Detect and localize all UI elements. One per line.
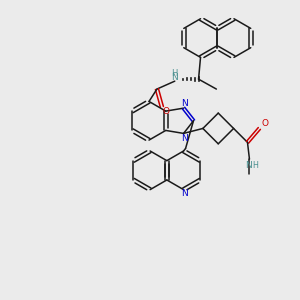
Text: N: N bbox=[181, 99, 188, 108]
Text: O: O bbox=[262, 119, 269, 128]
Text: N: N bbox=[171, 73, 178, 82]
Text: N: N bbox=[245, 160, 252, 169]
Text: N: N bbox=[181, 189, 188, 198]
Text: O: O bbox=[162, 107, 169, 116]
Text: H: H bbox=[172, 69, 178, 78]
Text: H: H bbox=[253, 160, 258, 169]
Text: N: N bbox=[181, 134, 188, 143]
